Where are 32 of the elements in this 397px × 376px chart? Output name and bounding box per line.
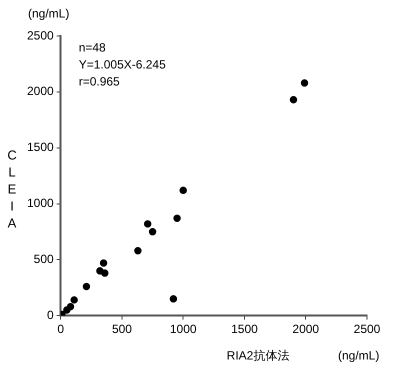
point	[144, 220, 152, 228]
point	[170, 295, 178, 303]
point	[66, 302, 74, 310]
y-tick-label: 1000	[26, 196, 54, 210]
annotation: Y=1.005X-6.245	[78, 57, 166, 72]
x-axis-title: RIA2抗体法	[226, 348, 290, 362]
point	[290, 96, 298, 104]
y-tick-label: 1500	[26, 140, 54, 154]
text: (ng/mL)	[338, 348, 380, 362]
point	[100, 259, 108, 267]
y-tick-label: 2000	[26, 84, 54, 98]
point	[148, 228, 156, 236]
point	[101, 269, 109, 277]
y-tick-label: 2500	[26, 28, 54, 42]
x-tick-label: 0	[57, 322, 64, 336]
annotation: r=0.965	[78, 74, 120, 88]
x-tick-label: 1000	[170, 322, 197, 336]
point	[134, 247, 142, 254]
point	[180, 186, 187, 194]
point	[173, 214, 181, 222]
annotation: n=48	[78, 40, 106, 54]
point	[82, 282, 90, 290]
y-axis-title: CLEIA	[7, 148, 17, 231]
y-tick-label: 0	[47, 308, 54, 322]
text: (ng/mL)	[28, 6, 70, 20]
x-tick-label: 500	[112, 322, 132, 336]
point	[70, 296, 78, 304]
x-tick-label: 2000	[292, 322, 320, 336]
x-tick-label: 1500	[231, 322, 258, 336]
point	[300, 79, 308, 87]
y-tick-label: 500	[34, 252, 54, 266]
x-tick-label: 2500	[354, 322, 381, 336]
